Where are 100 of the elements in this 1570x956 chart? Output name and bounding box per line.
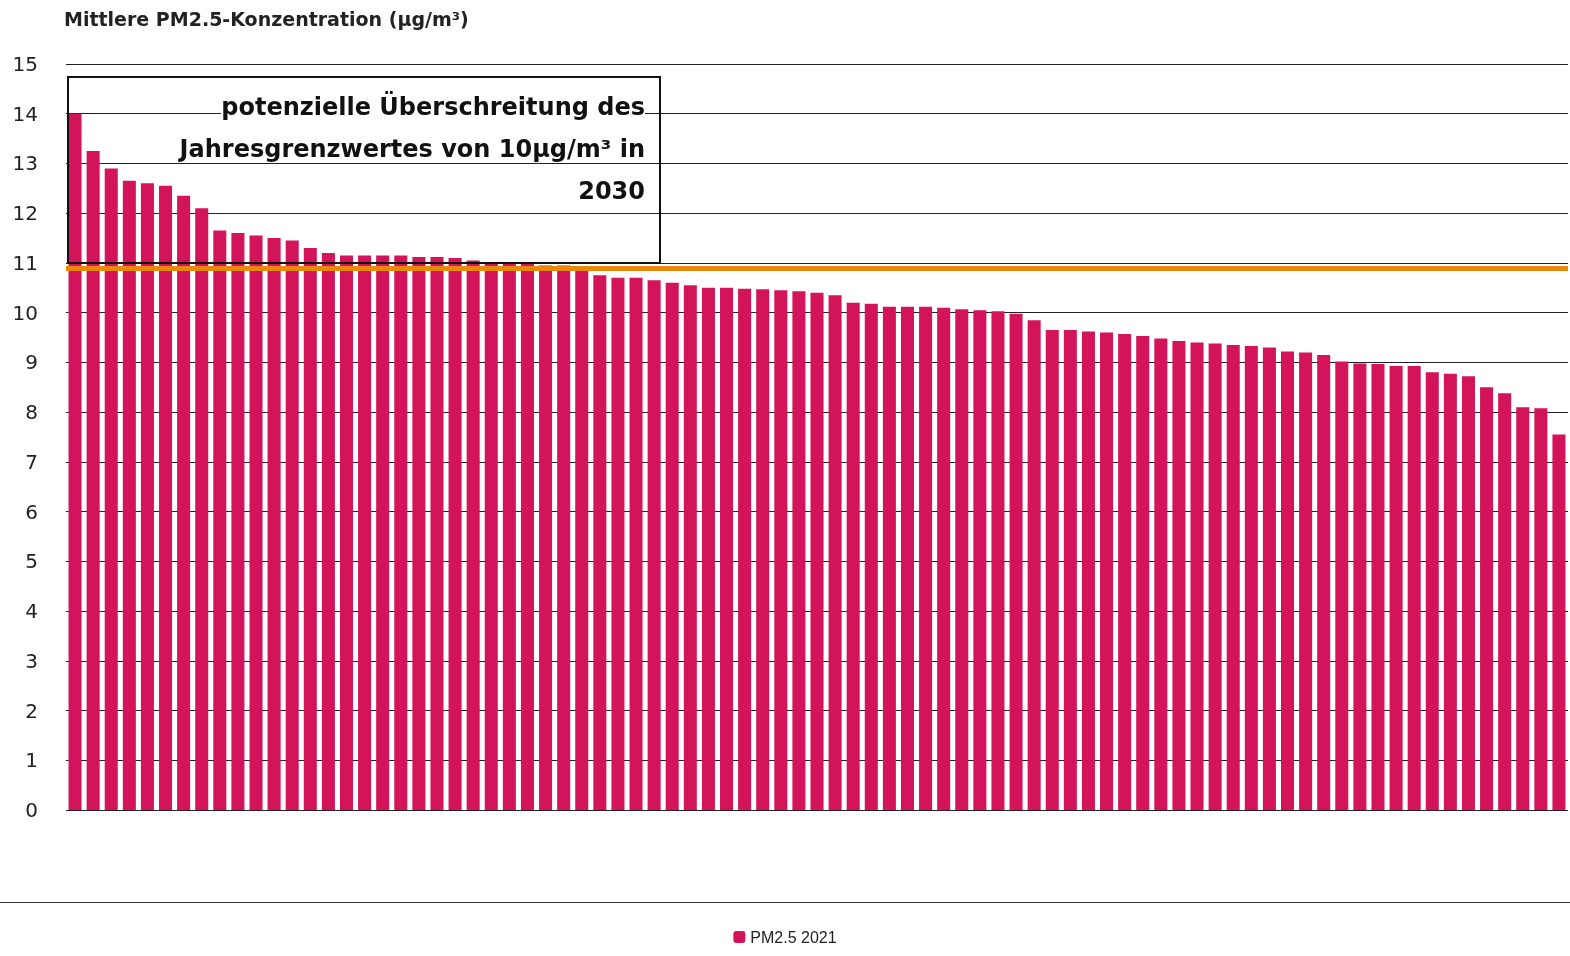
- bar: [122, 180, 136, 810]
- y-tick-label: 6: [25, 499, 38, 524]
- bar: [683, 285, 697, 810]
- bar: [394, 255, 408, 810]
- bar: [466, 260, 480, 810]
- y-tick-label: 8: [25, 400, 38, 425]
- bar: [339, 255, 354, 810]
- bar: [647, 280, 661, 810]
- bar: [864, 303, 878, 810]
- bar: [1244, 345, 1258, 810]
- bar: [557, 265, 571, 810]
- y-tick-label: 2: [25, 698, 38, 723]
- bar: [1371, 363, 1385, 810]
- bar: [937, 307, 951, 810]
- y-tick-label: 0: [25, 798, 38, 822]
- bar: [104, 168, 118, 810]
- bar: [955, 309, 969, 810]
- bar: [267, 238, 281, 810]
- y-tick-label: 1: [25, 748, 38, 773]
- annotation: potenzielle Überschreitung des Jahresgrenzwertes von 10µg/m³ in 2030: [179, 93, 645, 205]
- bar: [1081, 331, 1095, 810]
- bar: [195, 208, 209, 810]
- bar: [973, 310, 987, 810]
- y-tick-label: 15: [12, 52, 38, 76]
- bar: [303, 248, 317, 810]
- bar: [1498, 393, 1512, 810]
- bar: [1190, 342, 1204, 810]
- bar: [520, 263, 534, 810]
- bar: [991, 311, 1005, 810]
- bar: [1136, 336, 1150, 810]
- bar: [1009, 313, 1023, 810]
- y-tick-label: 5: [25, 549, 38, 574]
- bar: [1027, 320, 1041, 810]
- bar: [159, 185, 173, 810]
- bar: [1226, 344, 1240, 810]
- bar: [1063, 330, 1077, 810]
- bar: [1208, 343, 1222, 810]
- bar: [358, 255, 372, 810]
- legend-label: PM2.5 2021: [750, 928, 837, 946]
- y-tick-label: 3: [25, 648, 38, 673]
- bar: [1118, 334, 1132, 810]
- bar: [86, 151, 100, 810]
- bar: [611, 277, 625, 810]
- bar: [68, 113, 82, 810]
- bar: [629, 277, 643, 810]
- bar: [1045, 330, 1059, 810]
- y-tick-label: 11: [12, 250, 38, 275]
- bar: [177, 195, 191, 810]
- bar: [1516, 407, 1530, 810]
- bar: [665, 282, 679, 810]
- bar: [231, 233, 245, 810]
- bar: [285, 240, 299, 810]
- bar: [738, 288, 752, 810]
- bar: [774, 290, 788, 810]
- bar: [756, 289, 770, 810]
- bar: [792, 291, 806, 810]
- bar: [810, 292, 824, 810]
- bar: [1262, 347, 1276, 810]
- bar: [539, 265, 553, 810]
- bar: [919, 306, 933, 810]
- y-tick-label: 12: [12, 201, 38, 226]
- bar: [1317, 354, 1331, 810]
- bar: [249, 235, 263, 810]
- bar: [1425, 372, 1439, 810]
- bar: [1100, 332, 1114, 810]
- bar: [720, 287, 734, 810]
- bar: [1335, 361, 1349, 810]
- y-tick-label: 4: [25, 599, 38, 624]
- bar: [1461, 376, 1475, 810]
- y-tick-label: 7: [25, 449, 38, 474]
- bar: [1443, 373, 1457, 810]
- bar: [828, 295, 842, 810]
- bar: [882, 306, 896, 810]
- bar: [502, 262, 516, 810]
- bar: [321, 252, 335, 810]
- bar: [593, 275, 607, 810]
- bar: [1407, 365, 1421, 810]
- y-tick-label: 13: [12, 151, 38, 176]
- bar: [213, 230, 227, 810]
- bar: [1389, 365, 1403, 810]
- bar: [140, 183, 154, 810]
- bar: [448, 257, 462, 810]
- y-axis-title: Mittlere PM2.5-Konzentration (µg/m³): [64, 8, 469, 30]
- y-tick-label: 10: [12, 300, 38, 325]
- bar: [1534, 408, 1548, 810]
- bar: [1552, 434, 1566, 810]
- bar: [1353, 363, 1367, 810]
- bar: [1280, 351, 1295, 810]
- bar: [412, 256, 426, 810]
- bar: [1154, 338, 1168, 810]
- bar: [1480, 387, 1494, 810]
- bar: [376, 255, 390, 810]
- y-tick-label: 14: [12, 101, 38, 126]
- bar: [430, 256, 444, 810]
- bar: [701, 287, 715, 810]
- bar: [1172, 341, 1186, 810]
- bar: [846, 302, 860, 810]
- bar: [1299, 352, 1313, 810]
- bar: [900, 306, 914, 810]
- bar: [484, 261, 498, 810]
